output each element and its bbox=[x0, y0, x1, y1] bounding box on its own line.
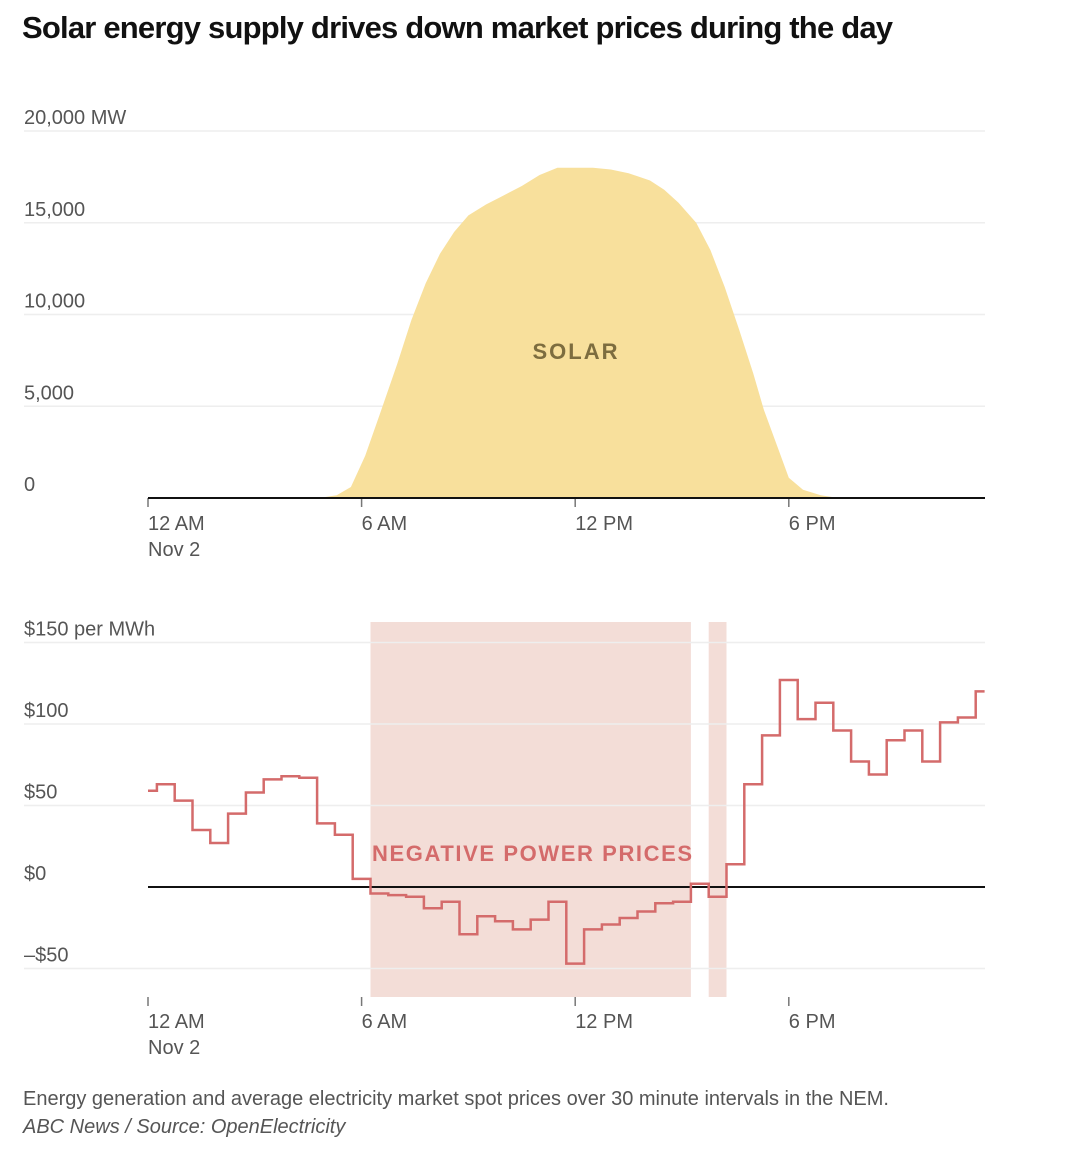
negative-price-band bbox=[708, 622, 727, 997]
x-tick-sublabel: Nov 2 bbox=[148, 1037, 200, 1059]
y-tick-label: $0 bbox=[24, 863, 46, 885]
chart-title: Solar energy supply drives down market p… bbox=[22, 10, 893, 45]
x-tick-label: 6 AM bbox=[362, 1011, 408, 1033]
x-tick-label: 6 PM bbox=[789, 513, 836, 535]
negative-price-band bbox=[370, 622, 691, 997]
x-tick-label: 6 PM bbox=[789, 1011, 836, 1033]
solar-area bbox=[148, 167, 985, 498]
x-tick-label: 12 AM bbox=[148, 513, 205, 535]
source-credit: ABC News / Source: OpenElectricity bbox=[23, 1116, 346, 1138]
y-tick-label: 5,000 bbox=[24, 382, 74, 404]
negative-prices-annotation: NEGATIVE POWER PRICES bbox=[372, 841, 694, 866]
y-tick-label: 20,000 MW bbox=[24, 107, 126, 129]
solar-series-label: SOLAR bbox=[533, 339, 620, 364]
y-tick-label: 0 bbox=[24, 474, 35, 496]
y-tick-label: $100 bbox=[24, 700, 69, 722]
caption: Energy generation and average electricit… bbox=[23, 1088, 889, 1110]
y-tick-label: $50 bbox=[24, 782, 57, 804]
price-line bbox=[148, 678, 985, 965]
y-tick-label: 10,000 bbox=[24, 291, 85, 313]
x-tick-label: 6 AM bbox=[362, 513, 408, 535]
y-tick-label: $150 per MWh bbox=[24, 619, 155, 641]
x-tick-label: 12 PM bbox=[575, 513, 633, 535]
x-tick-label: 12 AM bbox=[148, 1011, 205, 1033]
y-tick-label: –$50 bbox=[24, 945, 69, 967]
x-tick-label: 12 PM bbox=[575, 1011, 633, 1033]
x-tick-sublabel: Nov 2 bbox=[148, 539, 200, 561]
y-tick-label: 15,000 bbox=[24, 199, 85, 221]
